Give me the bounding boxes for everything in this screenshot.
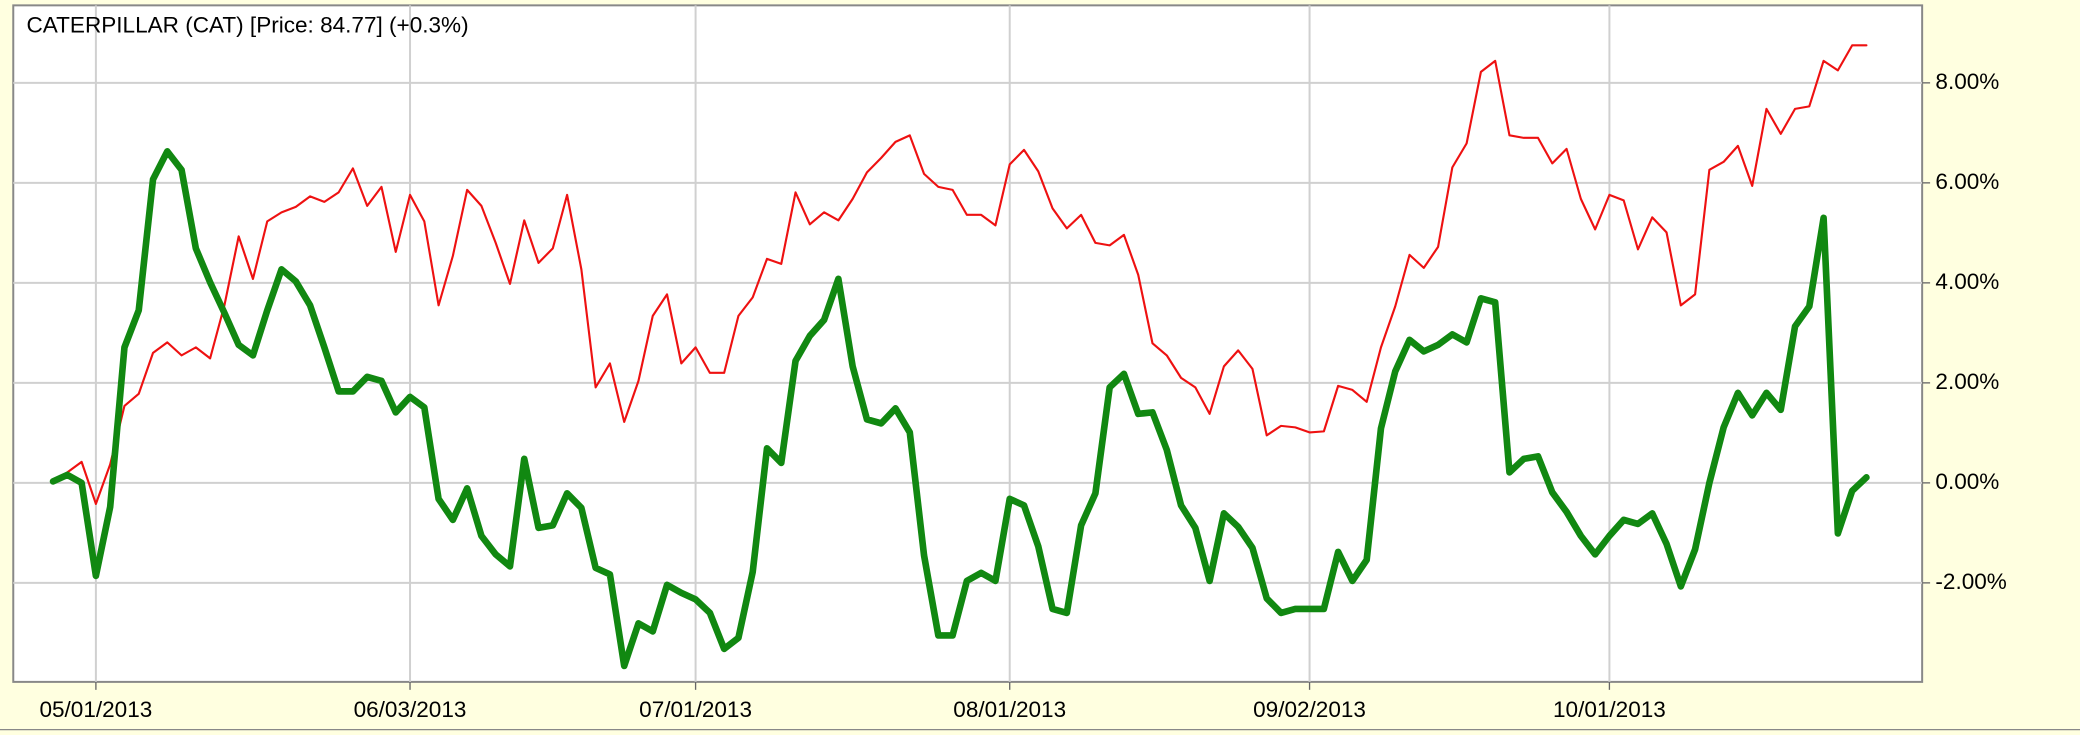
y-tick-label: -2.00% [1935,569,2006,594]
x-tick-label: 07/01/2013 [639,697,752,722]
plot-area [12,4,1924,683]
chart-title: CATERPILLAR (CAT) [Price: 84.77] (+0.3%) [27,13,469,38]
x-tick-label: 10/01/2013 [1553,697,1666,722]
x-tick-label: 05/01/2013 [39,697,152,722]
series-line [49,148,1870,670]
x-tick-label: 06/03/2013 [354,697,467,722]
series-line [52,44,1868,505]
x-tick-label: 08/01/2013 [953,697,1066,722]
grid [13,5,1931,690]
y-tick-label: 6.00% [1935,169,1999,194]
y-tick-label: 4.00% [1935,269,1999,294]
y-tick-label: 0.00% [1935,469,1999,494]
x-tick-label: 09/02/2013 [1253,697,1366,722]
y-tick-label: 8.00% [1935,69,1999,94]
y-tick-label: 2.00% [1935,369,1999,394]
lines [49,44,1870,670]
